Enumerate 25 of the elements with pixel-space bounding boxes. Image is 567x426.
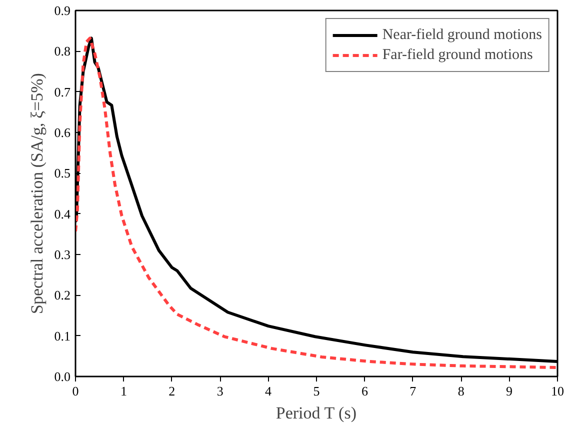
x-tick-label: 6	[361, 384, 368, 398]
x-tick-label: 4	[265, 384, 272, 398]
x-tick-label: 9	[506, 384, 513, 398]
x-tick-label: 1	[120, 384, 127, 398]
x-tick-label: 0	[72, 384, 79, 398]
y-tick-label: 0.7	[54, 84, 71, 100]
y-tick-label: 0.0	[54, 369, 70, 384]
y-tick-label: 0.3	[54, 247, 70, 262]
x-tick-label: 8	[458, 384, 464, 398]
y-axis-title: Spectral acceleration (SA/g, ξ=5%)	[27, 73, 46, 314]
x-tick-label: 2	[168, 384, 176, 398]
legend-label: Near-field ground motions	[382, 26, 542, 44]
y-tick-label: 0.2	[54, 288, 70, 303]
y-tick-label: 0.5	[54, 166, 70, 181]
x-tick-label: 5	[313, 384, 320, 398]
x-tick-label: 3	[216, 384, 224, 398]
y-tick-label: 0.8	[54, 44, 70, 59]
y-tick-label: 0.6	[54, 125, 71, 140]
y-tick-label: 0.4	[54, 206, 71, 222]
legend-label: Far-field ground motions	[382, 46, 533, 64]
x-axis-title: Period T (s)	[276, 404, 356, 422]
x-tick-label: 7	[410, 384, 417, 398]
x-tick-label: 10	[551, 384, 564, 398]
y-tick-label: 0.1	[54, 328, 70, 344]
y-tick-label: 0.9	[54, 3, 70, 18]
